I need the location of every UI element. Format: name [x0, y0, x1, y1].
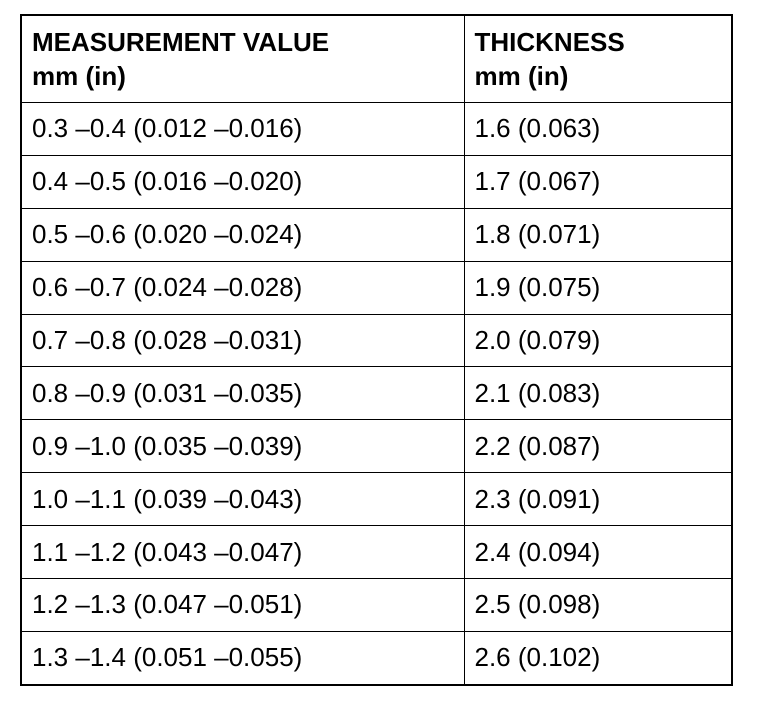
- header-cell: MEASUREMENT VALUE mm (in): [20, 14, 465, 103]
- table-cell: 1.6 (0.063): [463, 102, 733, 156]
- table-cell: 2.0 (0.079): [463, 313, 733, 368]
- table-cell: 0.8 –0.9 (0.031 –0.035): [20, 366, 465, 421]
- thickness-table: MEASUREMENT VALUE mm (in) THICKNESS mm (in)…: [20, 14, 733, 686]
- table-cell: 0.7 –0.8 (0.028 –0.031): [20, 313, 465, 368]
- header-text: THICKNESS: [474, 27, 625, 57]
- table-cell: 1.8 (0.071): [463, 207, 733, 262]
- table-row: 1.1 –1.2 (0.043 –0.047) 2.4 (0.094): [20, 525, 733, 580]
- table-cell: 1.7 (0.067): [463, 154, 733, 209]
- table-cell: 2.2 (0.087): [463, 419, 733, 474]
- table-row: 0.8 –0.9 (0.031 –0.035) 2.1 (0.083): [20, 366, 733, 421]
- header-text: mm (in): [474, 61, 569, 91]
- table-row: 0.7 –0.8 (0.028 –0.031) 2.0 (0.079): [20, 313, 733, 368]
- header-text: MEASUREMENT VALUE: [32, 27, 330, 57]
- table-cell: 2.6 (0.102): [463, 630, 733, 686]
- table-row: 1.2 –1.3 (0.047 –0.051) 2.5 (0.098): [20, 578, 733, 632]
- table-cell: 0.6 –0.7 (0.024 –0.028): [20, 260, 465, 315]
- table-cell: 1.0 –1.1 (0.039 –0.043): [20, 472, 465, 527]
- table-row: 0.3 –0.4 (0.012 –0.016) 1.6 (0.063): [20, 102, 733, 156]
- table-cell: 1.3 –1.4 (0.051 –0.055): [20, 630, 465, 686]
- table-row: 0.6 –0.7 (0.024 –0.028) 1.9 (0.075): [20, 260, 733, 315]
- table-cell: 2.1 (0.083): [463, 366, 733, 421]
- header-cell: THICKNESS mm (in): [463, 14, 733, 103]
- table-row: 0.4 –0.5 (0.016 –0.020) 1.7 (0.067): [20, 154, 733, 209]
- header-row: MEASUREMENT VALUE mm (in) THICKNESS mm (in): [20, 14, 733, 103]
- table-row: 0.9 –1.0 (0.035 –0.039) 2.2 (0.087): [20, 419, 733, 474]
- table-cell: 0.9 –1.0 (0.035 –0.039): [20, 419, 465, 474]
- table-cell: 0.5 –0.6 (0.020 –0.024): [20, 207, 465, 262]
- table-cell: 2.3 (0.091): [463, 472, 733, 527]
- table-row: 1.3 –1.4 (0.051 –0.055) 2.6 (0.102): [20, 630, 733, 686]
- table-row: 0.5 –0.6 (0.020 –0.024) 1.8 (0.071): [20, 207, 733, 262]
- table-cell: 1.2 –1.3 (0.047 –0.051): [20, 578, 465, 632]
- table-cell: 2.4 (0.094): [463, 525, 733, 580]
- table-cell: 2.5 (0.098): [463, 578, 733, 632]
- header-text: mm (in): [32, 61, 126, 91]
- table-cell: 0.3 –0.4 (0.012 –0.016): [20, 102, 465, 156]
- table-cell: 1.1 –1.2 (0.043 –0.047): [20, 525, 465, 580]
- table-row: 1.0 –1.1 (0.039 –0.043) 2.3 (0.091): [20, 472, 733, 527]
- table-cell: 0.4 –0.5 (0.016 –0.020): [20, 154, 465, 209]
- table-cell: 1.9 (0.075): [463, 260, 733, 315]
